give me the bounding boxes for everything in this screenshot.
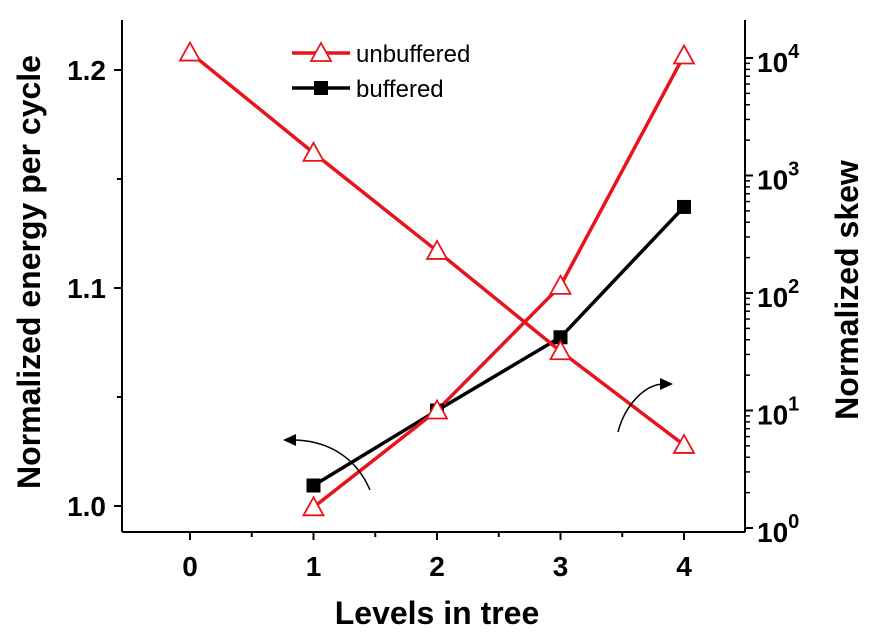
y-left-tick-label: 1.2 — [67, 55, 106, 86]
series-point-1-2 — [548, 274, 573, 295]
series-point-1-1 — [425, 398, 449, 420]
arrow-left-axis-head — [283, 434, 296, 446]
series-point-0-3 — [548, 339, 573, 361]
series-point-1-0 — [301, 495, 326, 517]
series-point-0-4 — [672, 433, 696, 454]
y-left-tick-label: 1.0 — [67, 491, 106, 522]
legend-marker-0 — [309, 41, 333, 62]
y-right-tick-label: 100 — [757, 511, 799, 548]
series-line-1 — [312, 54, 686, 509]
y-left-tick-label: 1.1 — [67, 273, 106, 304]
x-tick-label: 1 — [306, 551, 322, 582]
y-right-tick-label: 104 — [757, 41, 800, 78]
arrow-right-axis-head — [660, 378, 673, 390]
legend-label-0: unbuffered — [356, 41, 470, 68]
y-right-tick-label: 103 — [757, 159, 799, 196]
series-line-2 — [312, 205, 686, 487]
y-axis-right-title: Normalized skew — [829, 160, 865, 420]
series-point-1-3 — [672, 43, 696, 65]
series-point-0-1 — [301, 140, 326, 162]
series-point-2-2 — [553, 330, 568, 345]
legend-marker-1 — [314, 81, 328, 95]
x-axis-title: Levels in tree — [335, 595, 540, 631]
series-point-2-3 — [677, 199, 691, 214]
y-right-tick-label: 101 — [757, 394, 799, 431]
series-point-0-2 — [425, 239, 449, 260]
x-tick-label: 4 — [676, 551, 692, 582]
x-tick-label: 3 — [553, 551, 569, 582]
x-tick-label: 2 — [429, 551, 445, 582]
series-point-2-0 — [306, 478, 321, 493]
y-axis-left-title: Normalized energy per cycle — [11, 55, 47, 489]
arrow-right-axis — [617, 383, 665, 433]
series-point-0-0 — [178, 40, 202, 62]
legend-label-1: buffered — [356, 76, 444, 103]
arrow-left-axis — [291, 439, 371, 491]
x-tick-label: 0 — [182, 551, 198, 582]
y-right-tick-label: 102 — [757, 276, 799, 313]
